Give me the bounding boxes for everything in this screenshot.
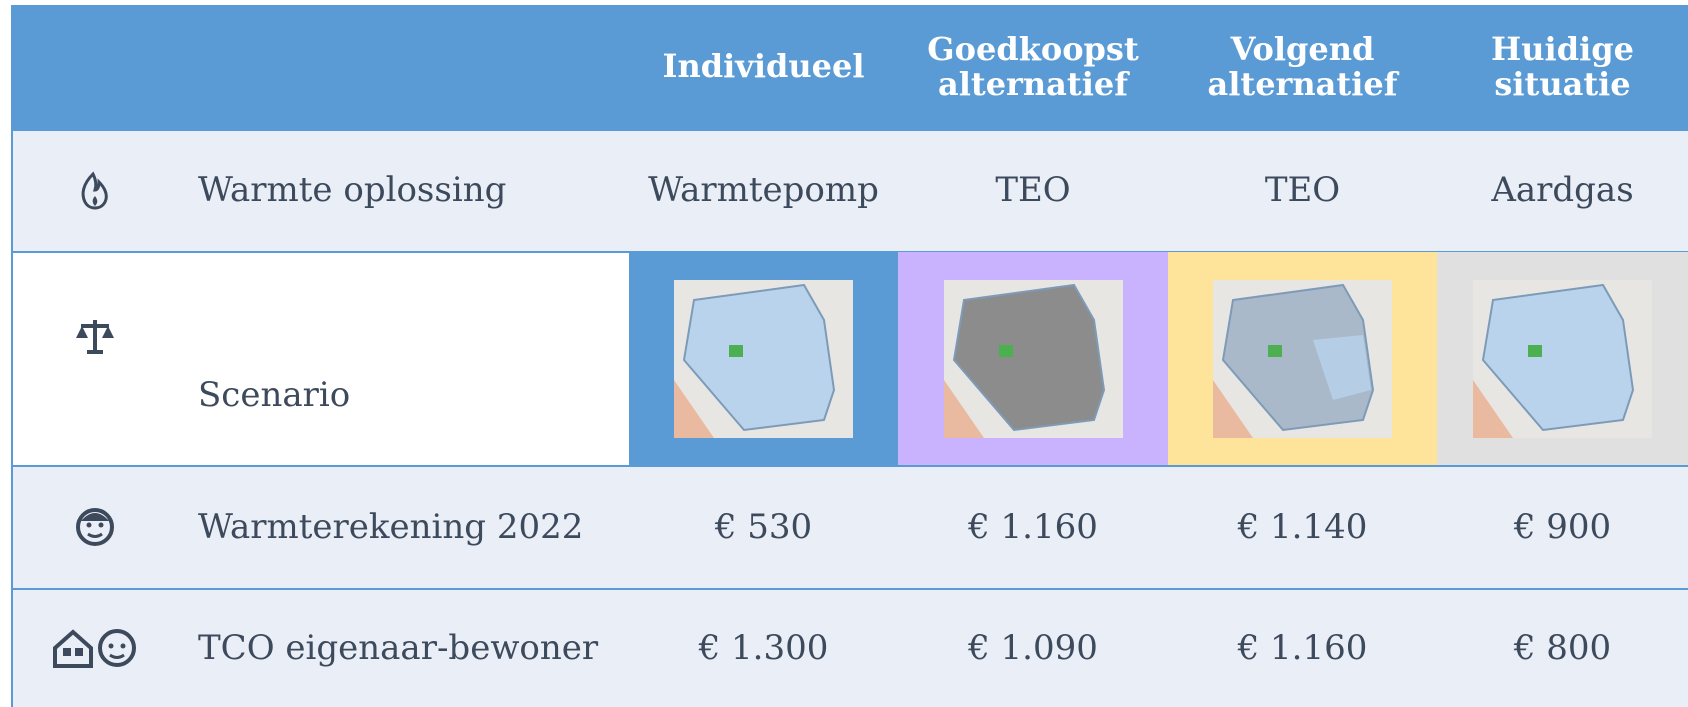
cell-value: € 530 (629, 465, 898, 588)
row-label: Warmterekening 2022 (198, 465, 618, 588)
scenario-map (1473, 280, 1652, 438)
scenario-cell (1437, 252, 1688, 465)
cell-value: € 900 (1437, 465, 1688, 588)
column-header: Huidige situatie (1437, 5, 1688, 129)
comparison-table: IndividueelGoedkoopst alternatiefVolgend… (0, 0, 1688, 707)
cell-value: TEO (1168, 129, 1437, 251)
cell-value: € 1.090 (898, 588, 1168, 707)
scenario-map (674, 280, 853, 438)
row-icon (73, 505, 117, 549)
row-label: Scenario (198, 251, 618, 465)
cell-value: € 1.300 (629, 588, 898, 707)
row-icon (73, 168, 117, 212)
column-header: Volgend alternatief (1168, 5, 1437, 129)
scenario-cell (898, 252, 1168, 465)
cell-value: € 1.160 (1168, 588, 1437, 707)
cell-value: € 800 (1437, 588, 1688, 707)
scenario-map (944, 280, 1123, 438)
cell-value: TEO (898, 129, 1168, 251)
scenario-map (1213, 280, 1392, 438)
cell-value: Warmtepomp (629, 129, 898, 251)
row-icon (73, 314, 117, 358)
scenario-cell (629, 252, 898, 465)
cell-value: Aardgas (1437, 129, 1688, 251)
cell-value: € 1.160 (898, 465, 1168, 588)
row-label: TCO eigenaar-bewoner (198, 588, 618, 707)
row-icon (51, 626, 139, 670)
column-header: Goedkoopst alternatief (898, 5, 1168, 129)
row-label: Warmte oplossing (198, 129, 618, 251)
cell-value: € 1.140 (1168, 465, 1437, 588)
column-header: Individueel (629, 5, 898, 129)
scenario-cell (1168, 252, 1437, 465)
